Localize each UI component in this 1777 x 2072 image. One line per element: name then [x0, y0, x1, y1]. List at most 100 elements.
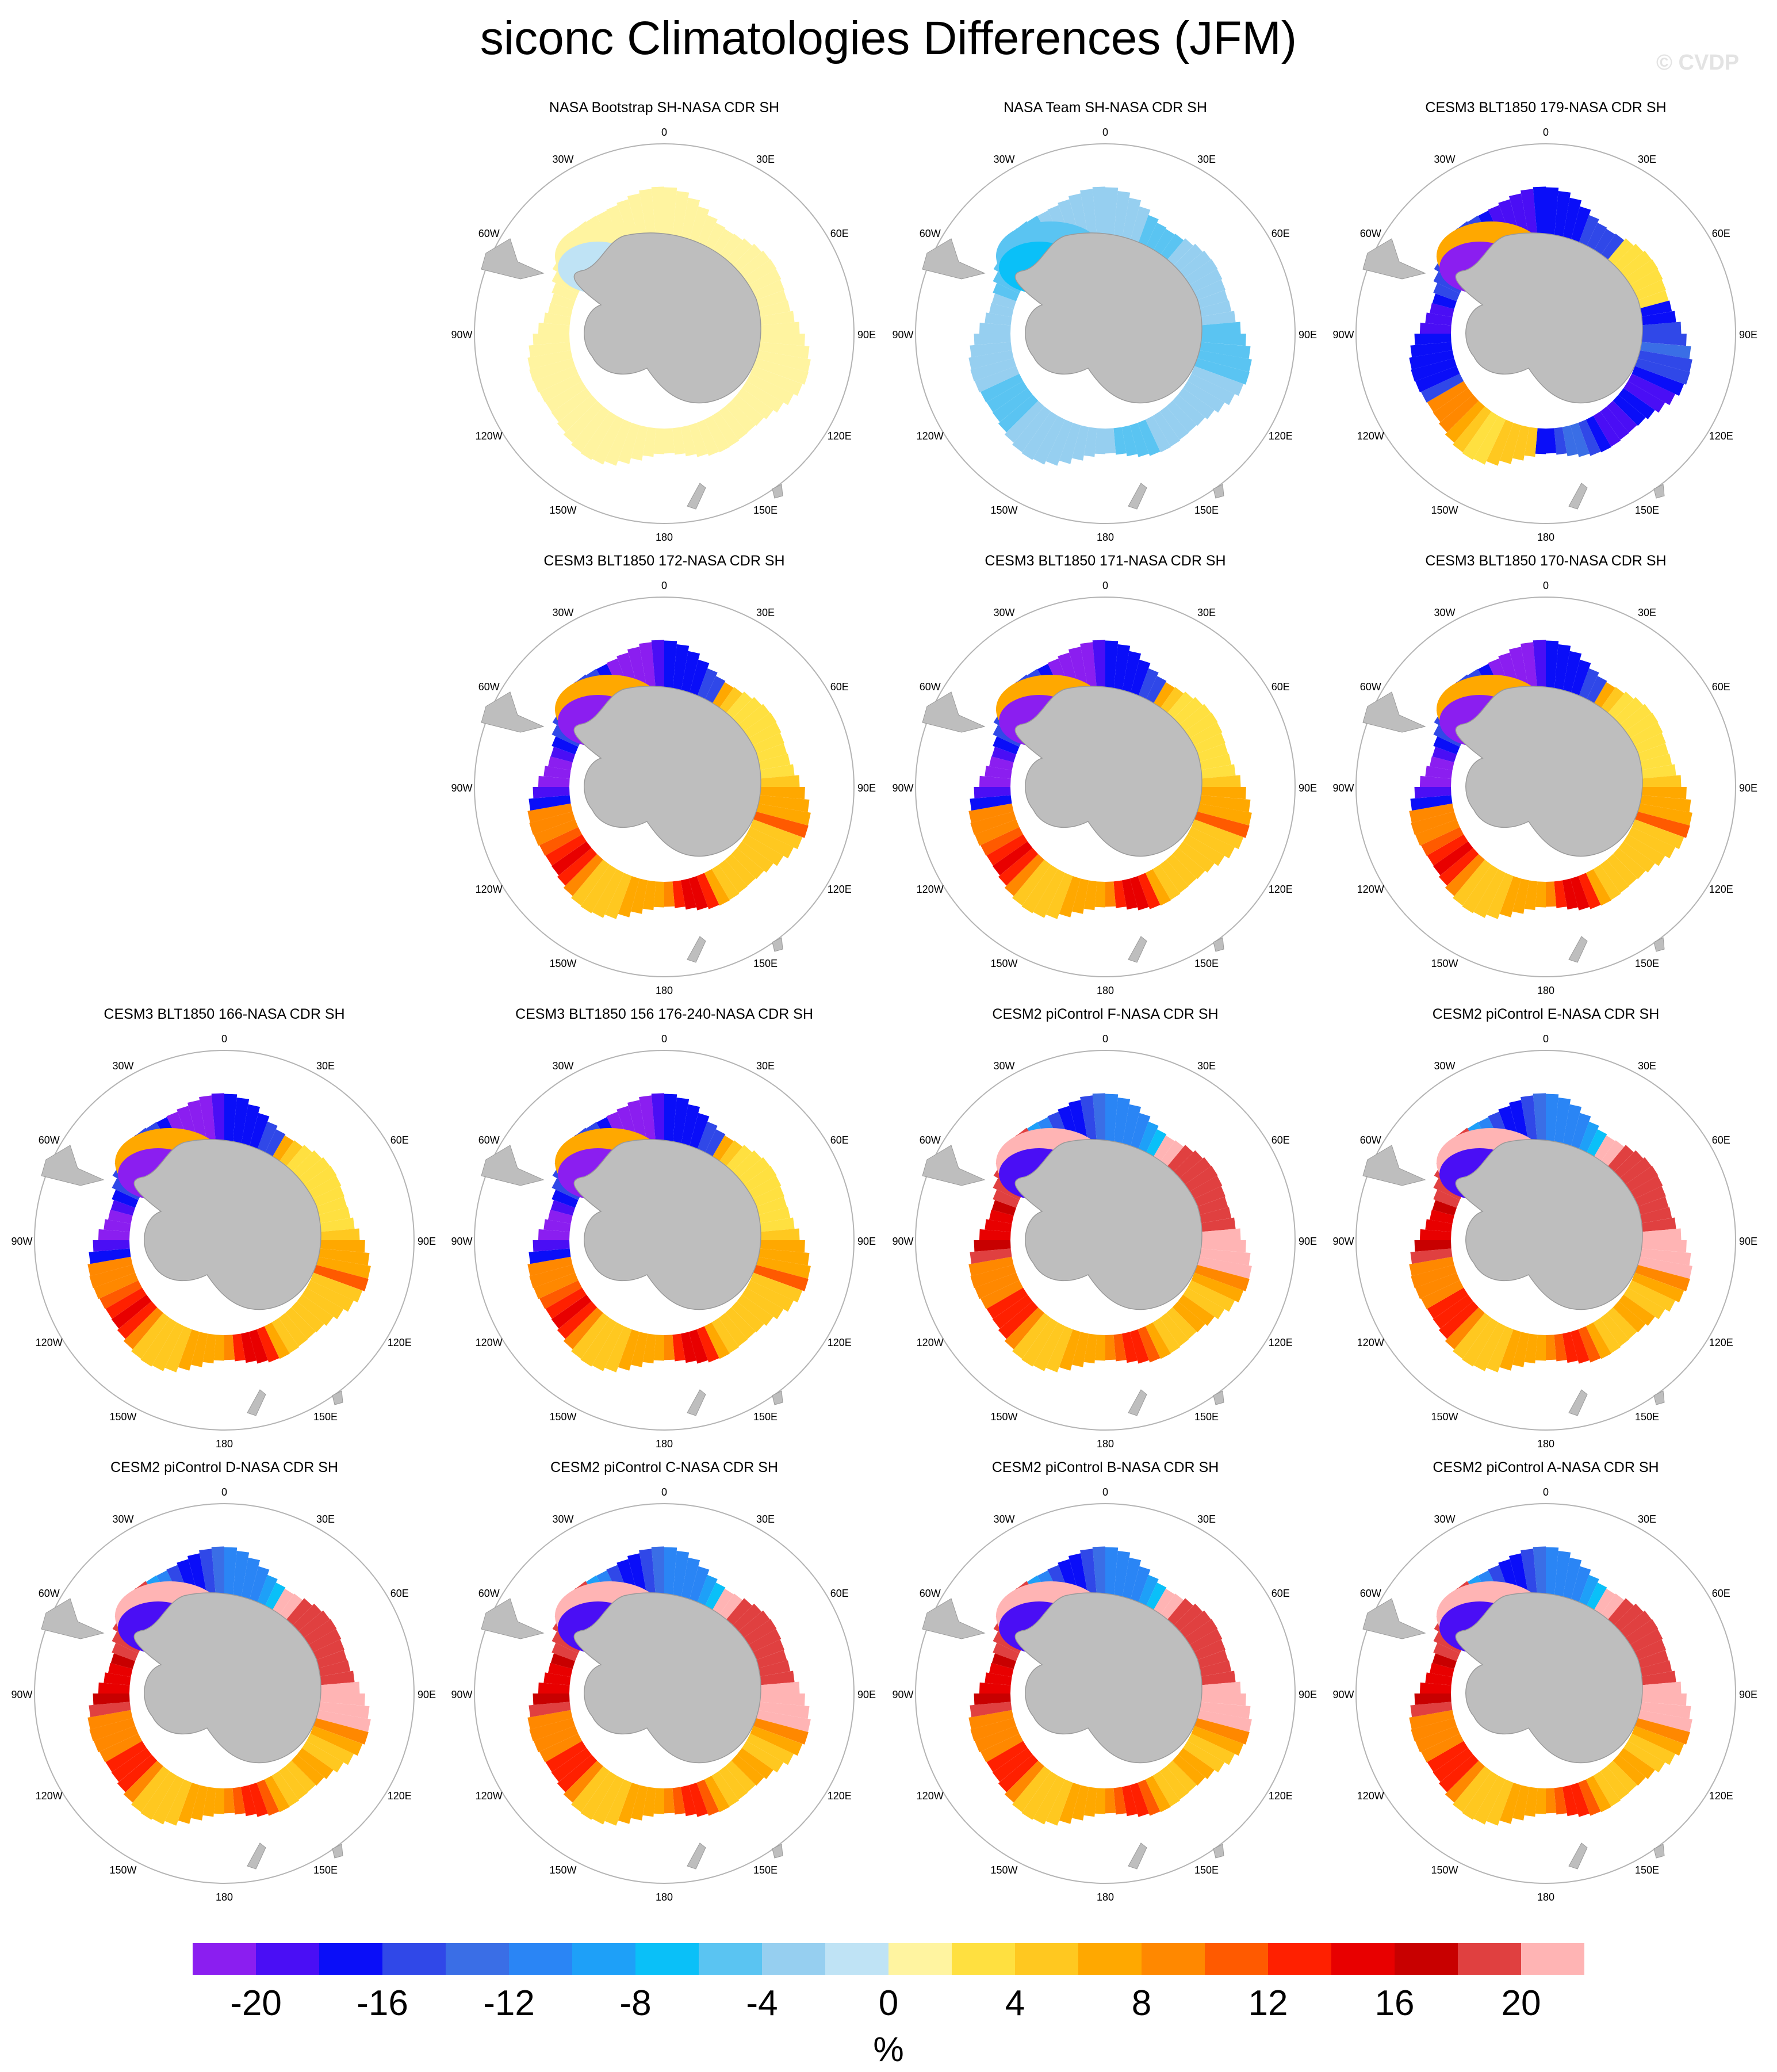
sea-ice-cell [1639, 795, 1691, 812]
sea-ice-cell [1021, 411, 1058, 460]
sea-ice-cell [1600, 1140, 1625, 1168]
sea-ice-cell [993, 736, 1020, 755]
panel-title: CESM2 piControl E-NASA CDR SH [1432, 1006, 1660, 1022]
longitude-label: 0 [661, 1033, 667, 1045]
sea-ice-cell [278, 1313, 308, 1347]
sea-ice-cell [232, 1333, 246, 1362]
sea-ice-cell [746, 722, 782, 747]
sea-ice-cell [533, 1240, 570, 1252]
longitude-label: 90E [1739, 1236, 1757, 1247]
longitude-label: 0 [221, 1486, 227, 1498]
sea-ice-cell [1159, 406, 1189, 440]
sea-ice-cell [688, 206, 710, 244]
sea-ice-cell [759, 775, 800, 787]
sea-ice-cell [1445, 1307, 1485, 1350]
sea-ice-cell [1593, 1588, 1615, 1616]
colorbar-swatch [1331, 1943, 1395, 1975]
sea-ice-cell [1145, 223, 1167, 252]
sea-ice-cell [1004, 400, 1044, 443]
new-zealand-landmass [247, 1842, 266, 1870]
longitude-label: 30W [993, 154, 1014, 165]
sea-ice-cell [672, 1333, 685, 1362]
longitude-label: 180 [1097, 532, 1114, 543]
sea-ice-cell [538, 775, 570, 787]
sea-ice-cell [108, 1209, 133, 1224]
sea-ice-cell [1499, 1329, 1522, 1371]
longitude-label: 180 [1537, 1438, 1554, 1450]
sea-ice-cell [271, 1771, 300, 1807]
sea-ice-cell [742, 1165, 777, 1193]
sea-ice-cell [1198, 1670, 1236, 1685]
sea-ice-cell [1021, 1318, 1058, 1367]
sea-ice-cell [1585, 1582, 1607, 1612]
sea-ice-cell [199, 1095, 216, 1147]
sea-ice-cell [538, 1229, 570, 1240]
sea-ice-cell [1166, 1145, 1193, 1173]
sea-ice-cell [1178, 250, 1211, 280]
sea-ice-cell [1632, 1186, 1666, 1208]
longitude-label: 0 [1543, 1033, 1549, 1045]
sea-ice-cell [306, 1733, 354, 1765]
sea-ice-cell [1129, 659, 1151, 698]
sea-ice-cell [1159, 859, 1189, 893]
longitude-label: 120W [1357, 430, 1384, 442]
sea-ice-cell [1546, 1788, 1557, 1814]
sea-ice-cell [1187, 1175, 1223, 1201]
sea-ice-cell [989, 756, 1014, 771]
sea-ice-cell [1159, 234, 1184, 261]
sea-ice-cell [1578, 1574, 1599, 1608]
south-america-landmass [922, 691, 986, 733]
sea-ice-cell [529, 811, 575, 835]
sea-ice-cell [725, 691, 752, 720]
sea-ice-cell [737, 1294, 773, 1326]
sea-ice-cell [1420, 827, 1464, 856]
sea-ice-cell [1411, 1718, 1457, 1742]
sea-ice-cell [548, 1209, 573, 1224]
sea-ice-cell [696, 1326, 719, 1363]
longitude-label: 90W [1332, 782, 1354, 794]
sea-ice-cell [1486, 1326, 1514, 1373]
sea-ice-cell [248, 1113, 270, 1151]
map-group [474, 1050, 855, 1431]
longitude-label: 90E [1299, 1236, 1317, 1247]
sea-ice-cell [592, 869, 625, 918]
longitude-label: 60W [1360, 1134, 1381, 1146]
sea-ice-cell [718, 1593, 743, 1621]
sea-ice-cell [1197, 350, 1252, 372]
panel-title: CESM2 piControl B-NASA CDR SH [991, 1459, 1219, 1475]
longitude-label: 120W [36, 1790, 63, 1802]
polar-map: 0 30E 60E 90E 120E 150E 180 150W 120W 90W 60W 30W [1332, 1486, 1757, 1903]
sea-ice-cell [664, 187, 677, 239]
sea-ice-cell [211, 1546, 224, 1599]
sea-ice-cell [642, 427, 656, 457]
map-group [474, 143, 855, 524]
sea-ice-cell [117, 1754, 158, 1792]
sea-ice-cell [985, 312, 1012, 326]
map-panel: 0 30E 60E 90E 120E 150E 180 150W 120W 90W 60W 30W CE… [3, 1458, 446, 1912]
tasmania-landmass [1653, 484, 1665, 499]
sea-ice-cell [1562, 1332, 1579, 1363]
sea-ice-cell [538, 322, 570, 334]
sea-ice-cell [1159, 1313, 1189, 1347]
sea-ice-cell [533, 1272, 579, 1299]
sea-ice-cell [1200, 1240, 1246, 1253]
sea-ice-cell [1004, 854, 1044, 896]
sea-ice-cell [1618, 1748, 1655, 1779]
longitude-label: 60E [1272, 1134, 1290, 1146]
sea-ice-cell [1462, 1771, 1499, 1820]
longitude-label: 30E [1638, 154, 1656, 165]
sea-ice-cell [1613, 848, 1646, 880]
sea-ice-cell [1578, 419, 1601, 456]
sea-ice-cell [1198, 1702, 1251, 1719]
sea-ice-cell [248, 1329, 268, 1364]
sea-ice-cell [1627, 269, 1663, 294]
antarctica-landmass [133, 1139, 321, 1310]
longitude-label: 30E [756, 154, 775, 165]
sea-ice-cell [642, 880, 656, 911]
sea-ice-cell [317, 1670, 355, 1685]
sea-ice-cell [1410, 1702, 1453, 1718]
sea-ice-cell [1635, 811, 1690, 838]
sea-ice-cell [1172, 395, 1205, 426]
new-zealand-landmass [1128, 483, 1147, 510]
sea-ice-cell [1183, 1287, 1225, 1320]
